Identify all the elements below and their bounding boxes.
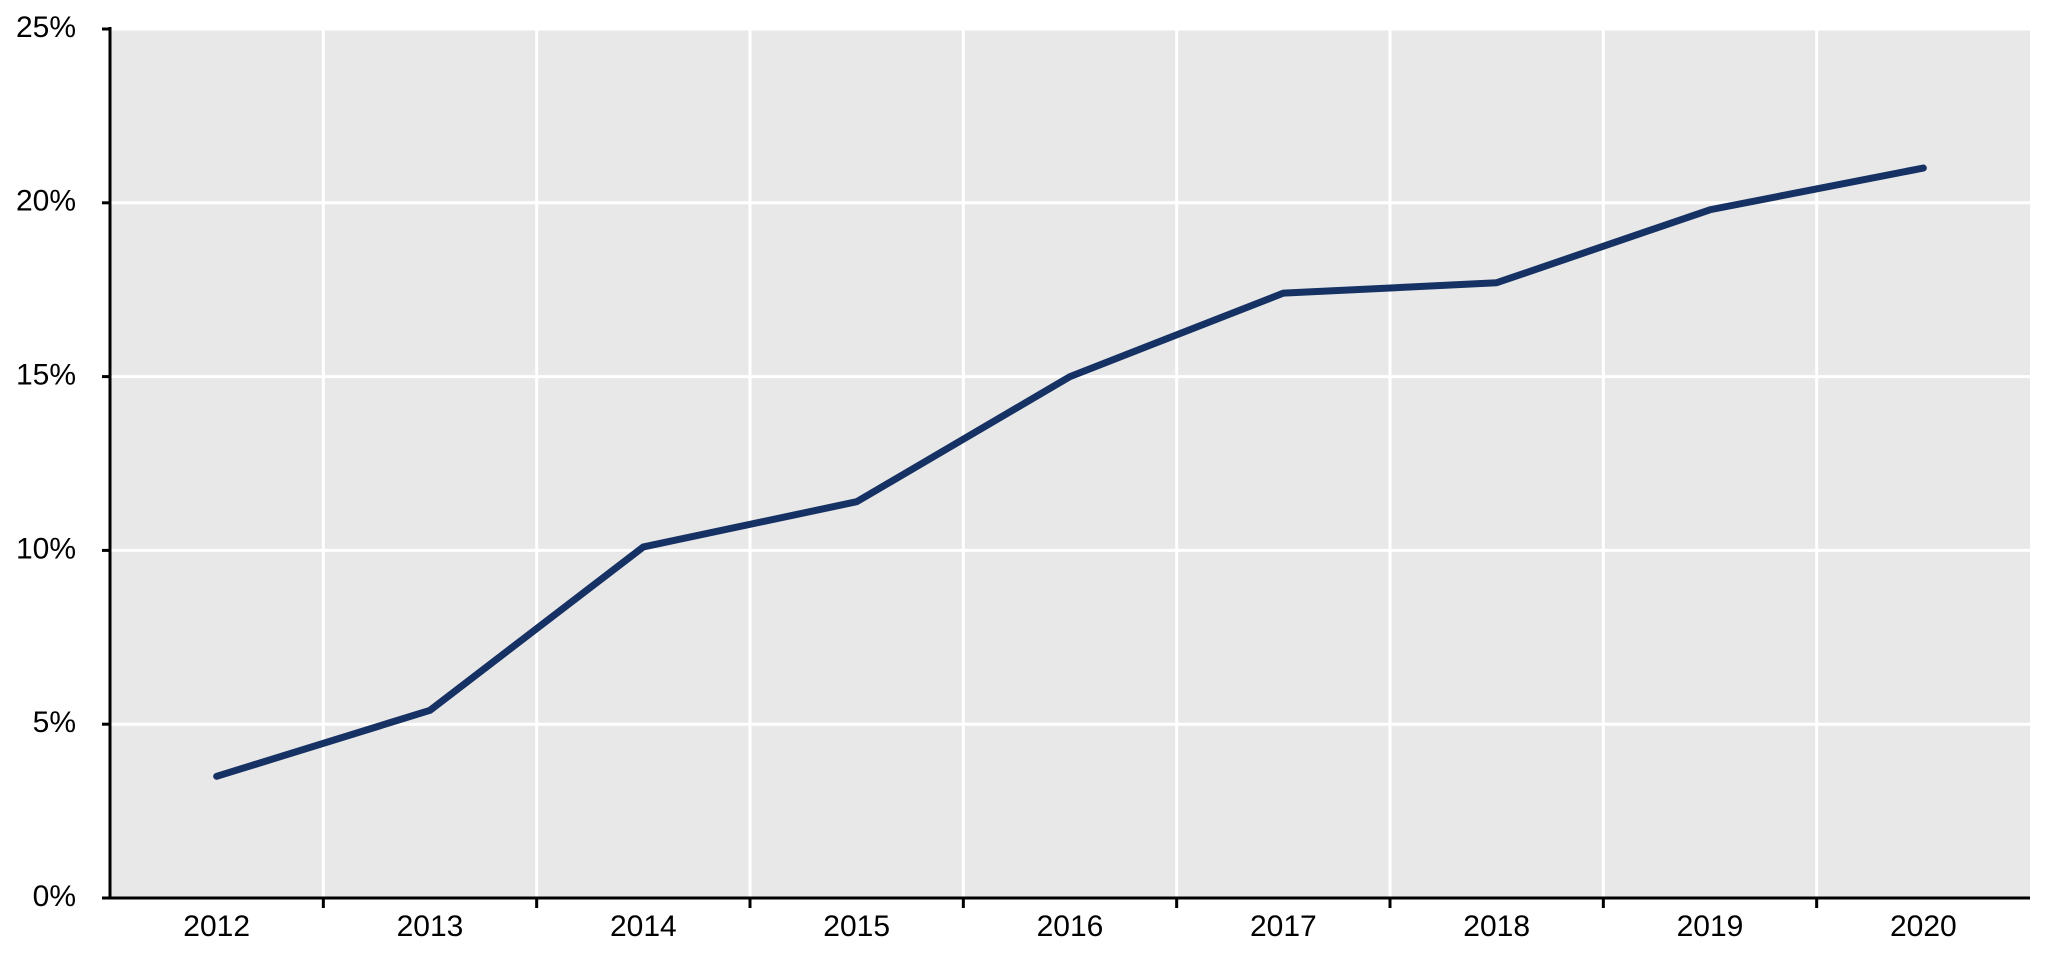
x-tick-label: 2014 <box>610 910 677 943</box>
y-tick-label: 10% <box>16 532 76 565</box>
line-series <box>213 164 1927 780</box>
x-tick-label: 2015 <box>823 910 890 943</box>
y-tick-label: 0% <box>33 880 76 913</box>
x-tick-label: 2017 <box>1250 910 1317 943</box>
y-tick-label: 20% <box>16 185 76 218</box>
y-tick-label: 15% <box>16 359 76 392</box>
x-tick-label: 2018 <box>1463 910 1530 943</box>
x-tick-label: 2020 <box>1890 910 1957 943</box>
y-tick-label: 5% <box>33 706 76 739</box>
x-tick-label: 2012 <box>183 910 250 943</box>
y-tick-label: 25% <box>16 11 76 44</box>
plot-area <box>110 29 2030 898</box>
x-tick-label: 2016 <box>1037 910 1104 943</box>
x-tick-label: 2013 <box>397 910 464 943</box>
x-tick-label: 2019 <box>1677 910 1744 943</box>
